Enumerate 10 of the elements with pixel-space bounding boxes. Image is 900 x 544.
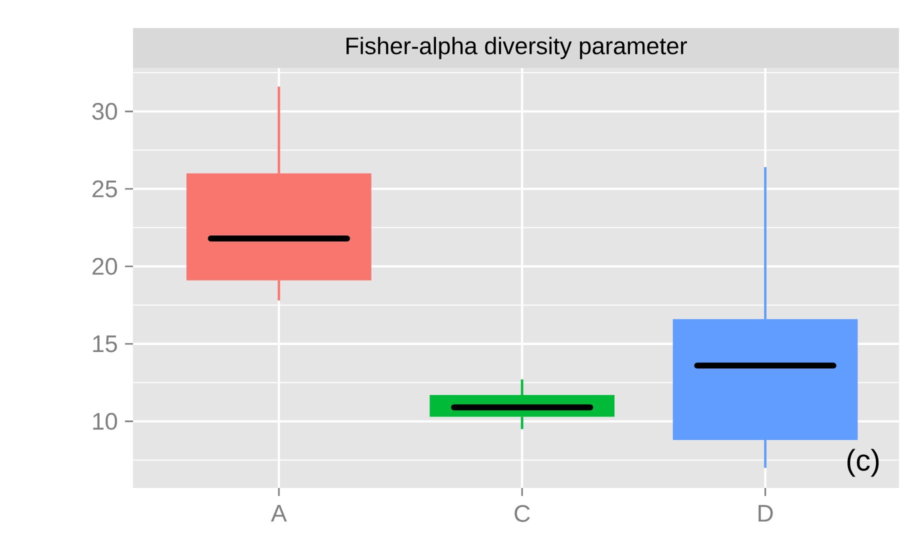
- annotation: (c): [847, 448, 879, 477]
- y-tick-label: 30: [92, 102, 118, 120]
- y-tick-label: 10: [93, 412, 118, 430]
- x-tick-label: D: [758, 505, 773, 522]
- chart-title: Fisher-alpha diversity parameter: [346, 36, 687, 60]
- y-tick-label: 25: [92, 180, 117, 198]
- x-tick-label: A: [270, 505, 287, 522]
- y-tick-label: 15: [93, 336, 117, 352]
- y-tick-label: 20: [92, 258, 118, 275]
- x-tick-label: C: [514, 505, 530, 522]
